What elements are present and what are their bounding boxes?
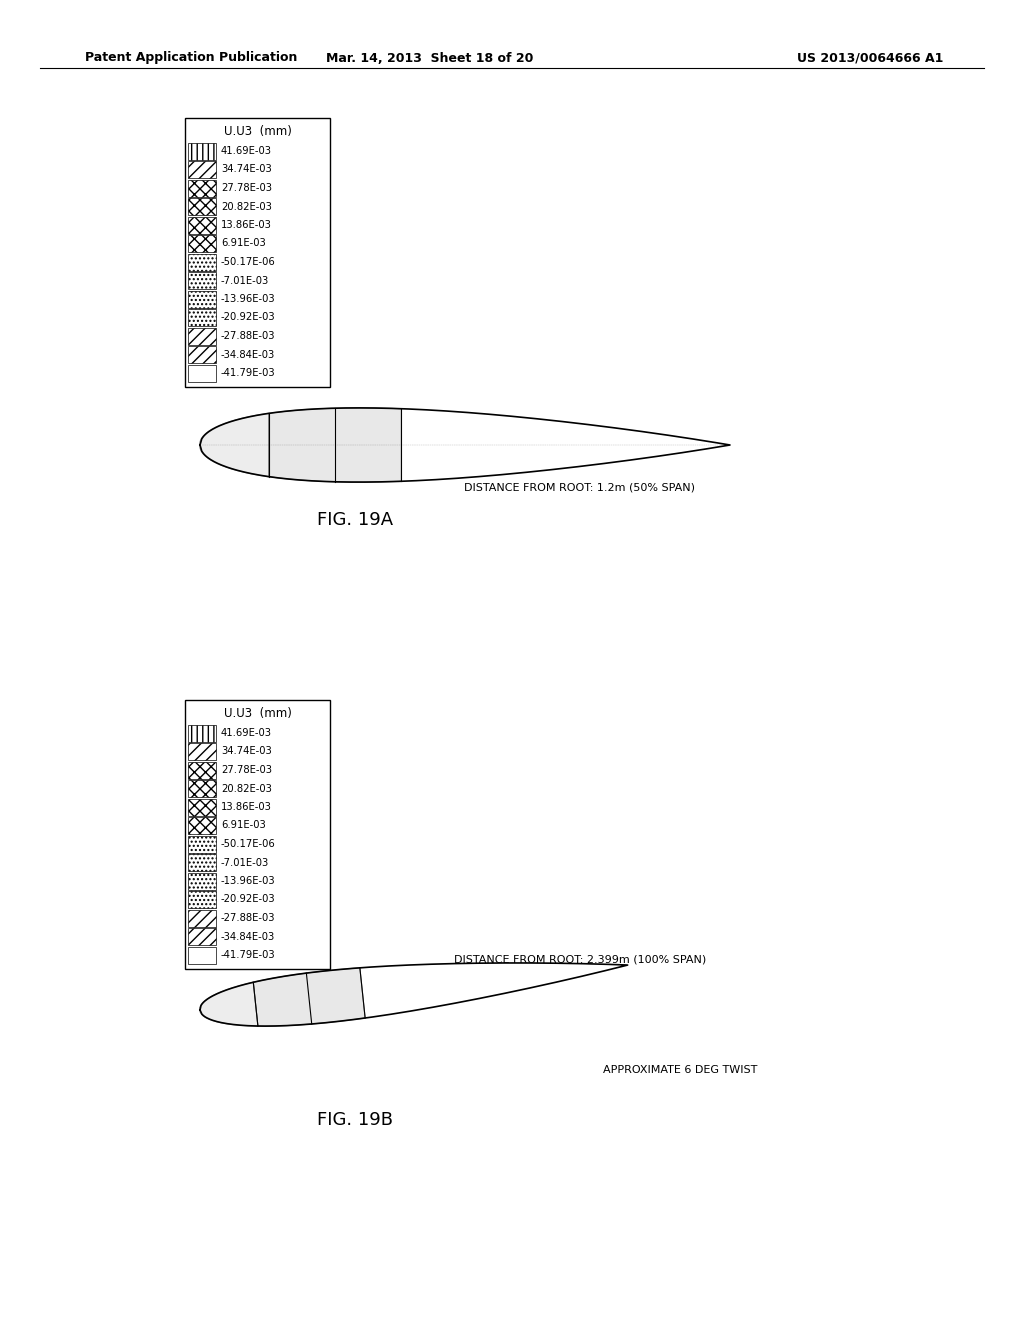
Bar	[188, 290, 216, 308]
Bar	[188, 180, 216, 197]
Polygon shape	[269, 408, 401, 482]
Text: FIG. 19A: FIG. 19A	[317, 511, 393, 529]
Polygon shape	[200, 413, 269, 477]
Bar	[188, 272, 216, 289]
Bar	[188, 253, 216, 271]
Text: -13.96E-03: -13.96E-03	[221, 294, 275, 304]
Text: -34.84E-03: -34.84E-03	[221, 350, 275, 359]
Text: -7.01E-03: -7.01E-03	[221, 858, 269, 867]
Bar	[188, 216, 216, 234]
Text: -13.96E-03: -13.96E-03	[221, 876, 275, 886]
Text: 20.82E-03: 20.82E-03	[221, 784, 272, 793]
Text: -20.92E-03: -20.92E-03	[221, 313, 275, 322]
Bar	[188, 725, 216, 742]
Bar	[188, 762, 216, 779]
Bar	[188, 743, 216, 760]
Text: 13.86E-03: 13.86E-03	[221, 220, 272, 230]
Polygon shape	[253, 968, 366, 1026]
Text: -50.17E-06: -50.17E-06	[221, 257, 275, 267]
Bar	[188, 946, 216, 964]
Text: -7.01E-03: -7.01E-03	[221, 276, 269, 285]
Bar	[188, 799, 216, 816]
Bar	[188, 780, 216, 797]
Bar	[188, 817, 216, 834]
Bar	[188, 909, 216, 927]
Text: 27.78E-03: 27.78E-03	[221, 183, 272, 193]
Bar	[188, 346, 216, 363]
Text: -50.17E-06: -50.17E-06	[221, 840, 275, 849]
Text: 20.82E-03: 20.82E-03	[221, 202, 272, 211]
Bar	[188, 198, 216, 215]
Bar	[188, 891, 216, 908]
Text: US 2013/0064666 A1: US 2013/0064666 A1	[797, 51, 943, 65]
Text: DISTANCE FROM ROOT: 2.399m (100% SPAN): DISTANCE FROM ROOT: 2.399m (100% SPAN)	[454, 954, 707, 965]
Text: 41.69E-03: 41.69E-03	[221, 729, 272, 738]
Bar	[188, 161, 216, 178]
Text: 6.91E-03: 6.91E-03	[221, 239, 266, 248]
Text: 27.78E-03: 27.78E-03	[221, 766, 272, 775]
Text: Mar. 14, 2013  Sheet 18 of 20: Mar. 14, 2013 Sheet 18 of 20	[327, 51, 534, 65]
Text: U.U3  (mm): U.U3 (mm)	[223, 124, 292, 137]
Bar	[185, 700, 330, 969]
Bar	[188, 873, 216, 890]
Text: 34.74E-03: 34.74E-03	[221, 747, 271, 756]
Text: 13.86E-03: 13.86E-03	[221, 803, 272, 812]
Text: 41.69E-03: 41.69E-03	[221, 147, 272, 156]
Bar	[185, 117, 330, 387]
Text: 34.74E-03: 34.74E-03	[221, 165, 271, 174]
Text: Patent Application Publication: Patent Application Publication	[85, 51, 297, 65]
Text: FIG. 19B: FIG. 19B	[317, 1111, 393, 1129]
Bar	[188, 364, 216, 381]
Text: -20.92E-03: -20.92E-03	[221, 895, 275, 904]
Text: -41.79E-03: -41.79E-03	[221, 368, 275, 378]
Bar	[188, 235, 216, 252]
Bar	[188, 854, 216, 871]
Text: APPROXIMATE 6 DEG TWIST: APPROXIMATE 6 DEG TWIST	[603, 1065, 757, 1074]
Text: U.U3  (mm): U.U3 (mm)	[223, 706, 292, 719]
Polygon shape	[200, 982, 258, 1026]
Text: -27.88E-03: -27.88E-03	[221, 331, 275, 341]
Bar	[188, 928, 216, 945]
Text: -27.88E-03: -27.88E-03	[221, 913, 275, 923]
Text: -34.84E-03: -34.84E-03	[221, 932, 275, 941]
Text: 6.91E-03: 6.91E-03	[221, 821, 266, 830]
Text: DISTANCE FROM ROOT: 1.2m (50% SPAN): DISTANCE FROM ROOT: 1.2m (50% SPAN)	[465, 482, 695, 492]
Bar	[188, 309, 216, 326]
Bar	[188, 143, 216, 160]
Bar	[188, 836, 216, 853]
Bar	[188, 327, 216, 345]
Text: -41.79E-03: -41.79E-03	[221, 950, 275, 960]
